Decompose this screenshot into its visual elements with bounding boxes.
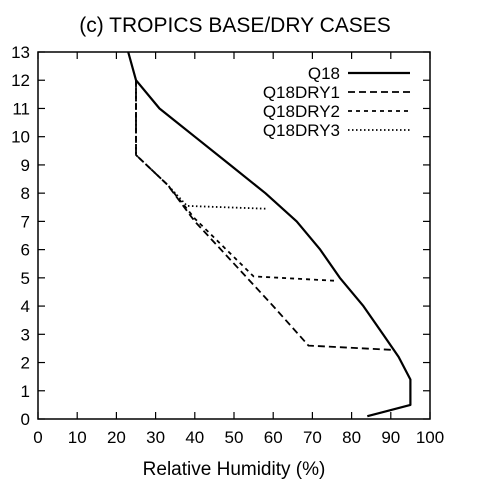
y-tick-label: 10: [11, 128, 30, 147]
legend-label-q18dry1: Q18DRY1: [263, 83, 340, 102]
x-tick-label: 70: [303, 428, 322, 447]
x-tick-label: 20: [107, 428, 126, 447]
legend-label-q18dry3: Q18DRY3: [263, 121, 340, 140]
y-tick-label: 8: [21, 184, 30, 203]
x-tick-label: 0: [33, 428, 42, 447]
x-tick-label: 30: [146, 428, 165, 447]
y-tick-label: 9: [21, 156, 30, 175]
legend-label-q18dry2: Q18DRY2: [263, 102, 340, 121]
y-tick-label: 4: [21, 297, 30, 316]
y-tick-label: 7: [21, 212, 30, 231]
y-tick-label: 1: [21, 382, 30, 401]
x-axis-label: Relative Humidity (%): [143, 459, 326, 480]
x-tick-label: 50: [225, 428, 244, 447]
x-tick-label: 40: [185, 428, 204, 447]
y-tick-label: 6: [21, 241, 30, 260]
series-line-q18dry3: [135, 80, 266, 210]
chart-title: (c) TROPICS BASE/DRY CASES: [79, 14, 391, 37]
y-tick-label: 12: [11, 71, 30, 90]
plot-frame: [37, 51, 431, 420]
x-tick-label: 10: [68, 428, 87, 447]
x-tick-label: 60: [264, 428, 283, 447]
x-tick-label: 80: [342, 428, 361, 447]
x-tick-label: 100: [416, 428, 444, 447]
y-tick-label: 3: [21, 325, 30, 344]
y-tick-label: 2: [21, 354, 30, 373]
y-tick-label: 13: [11, 43, 30, 62]
legend-label-q18: Q18: [308, 64, 340, 83]
y-tick-label: 0: [21, 410, 30, 429]
y-tick-label: 5: [21, 269, 30, 288]
series-line-q18: [127, 51, 412, 418]
series-lines: [127, 51, 412, 418]
y-tick-label: 11: [12, 99, 30, 118]
series-line-q18dry2: [135, 80, 335, 282]
x-tick-label: 90: [381, 428, 400, 447]
